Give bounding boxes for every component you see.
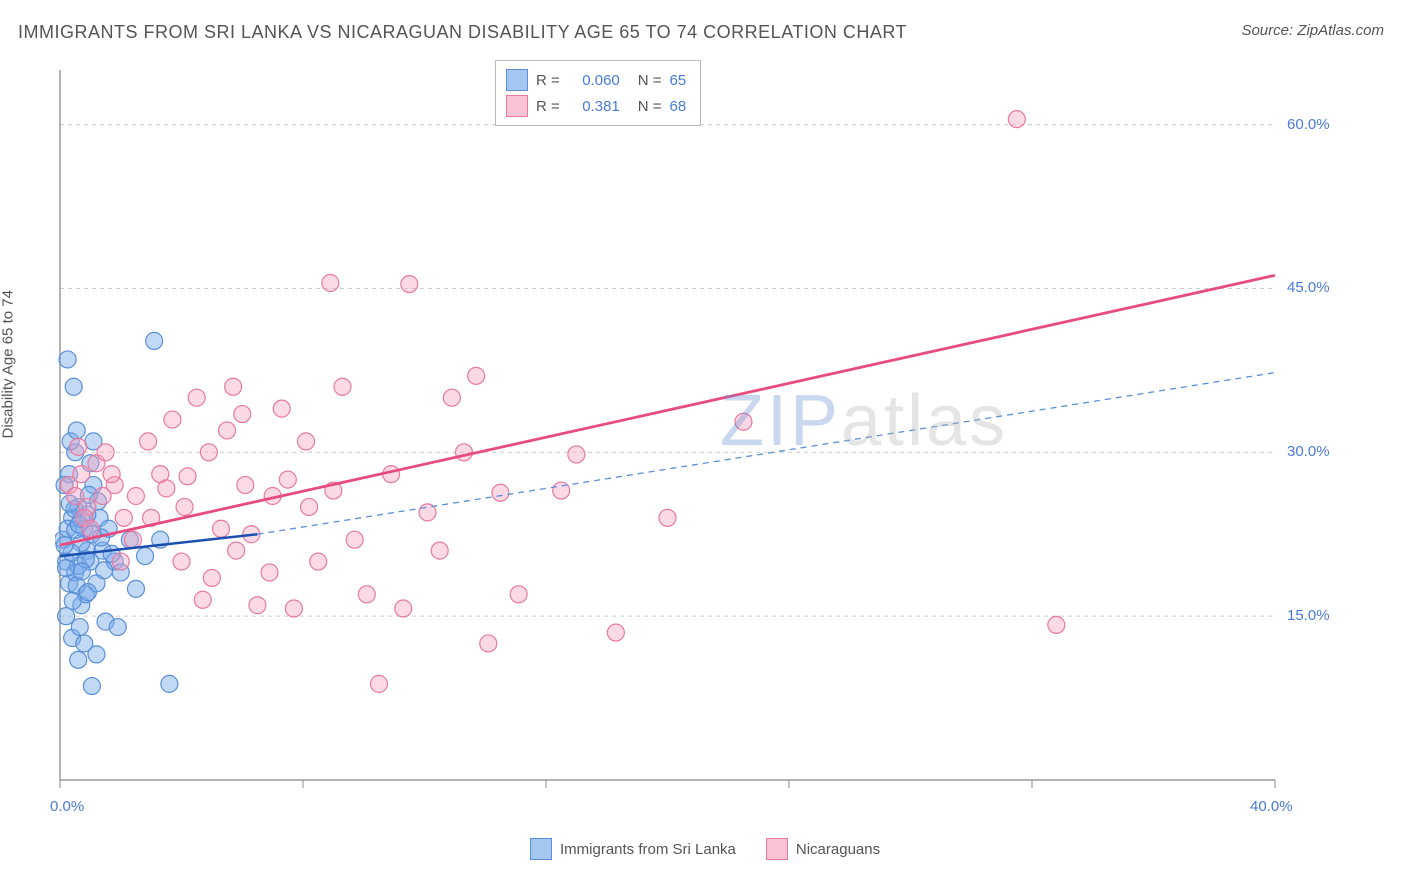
x-tick-label: 40.0% [1250, 798, 1293, 815]
y-tick-label: 15.0% [1287, 607, 1330, 624]
series-legend-label: Immigrants from Sri Lanka [560, 841, 736, 858]
y-axis-label: Disability Age 65 to 74 [0, 290, 17, 438]
x-tick-label: 0.0% [50, 798, 84, 815]
legend-r-value: 0.060 [568, 72, 620, 89]
legend-swatch [530, 838, 552, 860]
legend-swatch [506, 95, 528, 117]
legend-n-label: N = [638, 72, 662, 89]
y-tick-label: 30.0% [1287, 443, 1330, 460]
legend-row: R = 0.381 N = 68 [506, 93, 686, 119]
legend-n-value: 65 [670, 72, 687, 89]
legend-n-label: N = [638, 98, 662, 115]
series-legend-item: Immigrants from Sri Lanka [530, 838, 736, 860]
y-tick-label: 60.0% [1287, 116, 1330, 133]
source-attribution: Source: ZipAtlas.com [1241, 22, 1384, 39]
y-tick-label: 45.0% [1287, 279, 1330, 296]
series-legend-label: Nicaraguans [796, 841, 880, 858]
legend-swatch [766, 838, 788, 860]
legend-r-label: R = [536, 98, 560, 115]
legend-row: R = 0.060 N = 65 [506, 67, 686, 93]
legend-r-value: 0.381 [568, 98, 620, 115]
correlation-legend: R = 0.060 N = 65 R = 0.381 N = 68 [495, 60, 701, 126]
series-legend: Immigrants from Sri Lanka Nicaraguans [530, 838, 880, 860]
series-legend-item: Nicaraguans [766, 838, 880, 860]
legend-swatch [506, 69, 528, 91]
legend-n-value: 68 [670, 98, 687, 115]
scatter-plot [55, 60, 1335, 800]
chart-title: IMMIGRANTS FROM SRI LANKA VS NICARAGUAN … [18, 22, 907, 43]
legend-r-label: R = [536, 72, 560, 89]
